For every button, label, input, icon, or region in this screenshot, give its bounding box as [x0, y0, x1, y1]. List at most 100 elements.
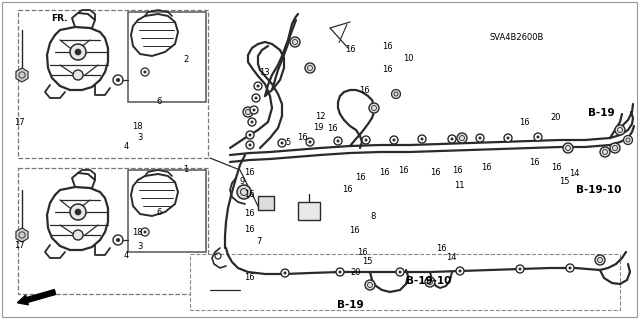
- Text: B-19: B-19: [337, 300, 364, 310]
- Polygon shape: [16, 68, 28, 82]
- Circle shape: [73, 230, 83, 240]
- Circle shape: [506, 137, 509, 139]
- Text: 16: 16: [355, 173, 365, 182]
- Circle shape: [257, 85, 259, 87]
- Circle shape: [451, 137, 454, 140]
- Text: 4: 4: [124, 251, 129, 260]
- Text: 11: 11: [454, 181, 465, 189]
- Circle shape: [254, 82, 262, 90]
- Circle shape: [456, 267, 464, 275]
- Circle shape: [365, 138, 367, 142]
- Text: B-19: B-19: [588, 108, 615, 118]
- Bar: [258, 196, 274, 210]
- Text: 17: 17: [14, 241, 24, 250]
- Circle shape: [143, 231, 147, 234]
- Bar: [190, 254, 620, 310]
- Circle shape: [253, 108, 255, 112]
- Text: 17: 17: [14, 118, 24, 127]
- Text: FR.: FR.: [51, 14, 67, 23]
- Circle shape: [623, 136, 632, 145]
- Circle shape: [334, 137, 342, 145]
- Text: 16: 16: [452, 166, 463, 175]
- Circle shape: [448, 135, 456, 143]
- Bar: [128, 12, 206, 102]
- Text: 16: 16: [520, 118, 530, 127]
- Circle shape: [290, 37, 300, 47]
- Circle shape: [281, 269, 289, 277]
- Circle shape: [568, 266, 572, 270]
- Circle shape: [75, 209, 81, 215]
- Text: 19: 19: [313, 123, 323, 132]
- Text: 16: 16: [244, 225, 255, 234]
- Text: 16: 16: [244, 209, 255, 218]
- Text: 4: 4: [124, 142, 129, 151]
- FancyArrow shape: [17, 290, 56, 305]
- Text: 9: 9: [239, 177, 244, 186]
- Text: 1: 1: [183, 165, 188, 174]
- Circle shape: [339, 271, 342, 273]
- Circle shape: [392, 138, 396, 142]
- Circle shape: [246, 131, 254, 139]
- Text: 15: 15: [362, 257, 372, 266]
- Circle shape: [615, 125, 625, 135]
- Circle shape: [595, 255, 605, 265]
- Circle shape: [250, 121, 253, 123]
- Text: 16: 16: [552, 163, 562, 172]
- Circle shape: [365, 280, 375, 290]
- Circle shape: [113, 235, 123, 245]
- Bar: [18, 168, 208, 294]
- Bar: [128, 170, 206, 252]
- Circle shape: [305, 63, 315, 73]
- Polygon shape: [16, 228, 28, 242]
- Text: 16: 16: [481, 163, 492, 172]
- Circle shape: [116, 78, 120, 82]
- Circle shape: [399, 271, 401, 273]
- Circle shape: [237, 185, 251, 199]
- Circle shape: [518, 268, 522, 271]
- Circle shape: [243, 107, 253, 117]
- Circle shape: [73, 70, 83, 80]
- Text: B-19-10: B-19-10: [576, 185, 621, 195]
- Text: 16: 16: [529, 158, 540, 167]
- Text: 20: 20: [350, 268, 360, 277]
- Circle shape: [566, 264, 574, 272]
- Circle shape: [516, 265, 524, 273]
- Bar: [18, 10, 208, 158]
- Circle shape: [70, 44, 86, 60]
- Circle shape: [600, 147, 610, 157]
- Circle shape: [392, 90, 401, 99]
- Circle shape: [250, 106, 258, 114]
- Circle shape: [248, 118, 256, 126]
- Text: 16: 16: [360, 86, 370, 95]
- Circle shape: [141, 228, 149, 236]
- Circle shape: [336, 268, 344, 276]
- Text: 16: 16: [244, 168, 255, 177]
- Circle shape: [418, 135, 426, 143]
- Circle shape: [143, 70, 147, 73]
- Circle shape: [420, 137, 424, 140]
- Circle shape: [278, 139, 286, 147]
- Text: 16: 16: [379, 168, 389, 177]
- Text: 16: 16: [342, 185, 353, 194]
- Circle shape: [458, 270, 461, 272]
- Text: 8: 8: [371, 212, 376, 221]
- Text: B-19-10: B-19-10: [406, 276, 451, 286]
- Text: 16: 16: [430, 168, 440, 177]
- Text: 12: 12: [315, 112, 325, 121]
- Circle shape: [306, 138, 314, 146]
- Text: 15: 15: [559, 177, 570, 186]
- Text: 10: 10: [403, 54, 413, 63]
- Text: 16: 16: [328, 124, 338, 133]
- Circle shape: [534, 133, 542, 141]
- Circle shape: [252, 94, 260, 102]
- Text: 16: 16: [244, 190, 255, 199]
- Text: 14: 14: [570, 169, 580, 178]
- Text: 20: 20: [550, 113, 561, 122]
- Circle shape: [362, 136, 370, 144]
- Text: 16: 16: [346, 45, 356, 54]
- Circle shape: [425, 277, 435, 287]
- Text: 16: 16: [244, 273, 255, 282]
- Text: 16: 16: [349, 226, 359, 235]
- Circle shape: [536, 136, 540, 138]
- Text: 16: 16: [382, 42, 392, 51]
